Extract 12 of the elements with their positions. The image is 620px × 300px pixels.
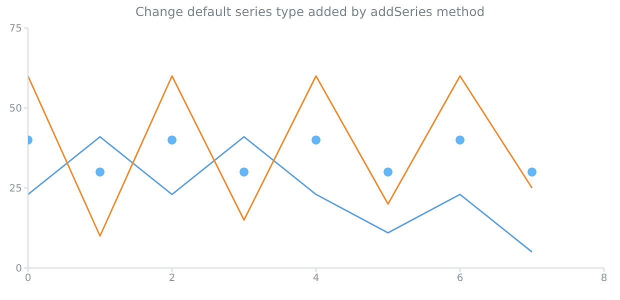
y-tick-label: 50 — [9, 104, 22, 115]
y-tick-label: 0 — [16, 264, 22, 275]
y-tick-label: 75 — [9, 24, 22, 35]
line-series — [28, 75, 533, 237]
x-tick-label: 8 — [600, 273, 608, 284]
y-tick-label: 25 — [9, 184, 22, 195]
x-tick-label: 4 — [312, 273, 320, 284]
chart-title: Change default series type added by addSeries method — [134, 4, 486, 19]
x-tick-label: 2 — [168, 273, 176, 284]
x-tick-label: 6 — [456, 273, 464, 284]
x-tick-label: 0 — [24, 273, 32, 284]
line-series — [28, 136, 533, 253]
